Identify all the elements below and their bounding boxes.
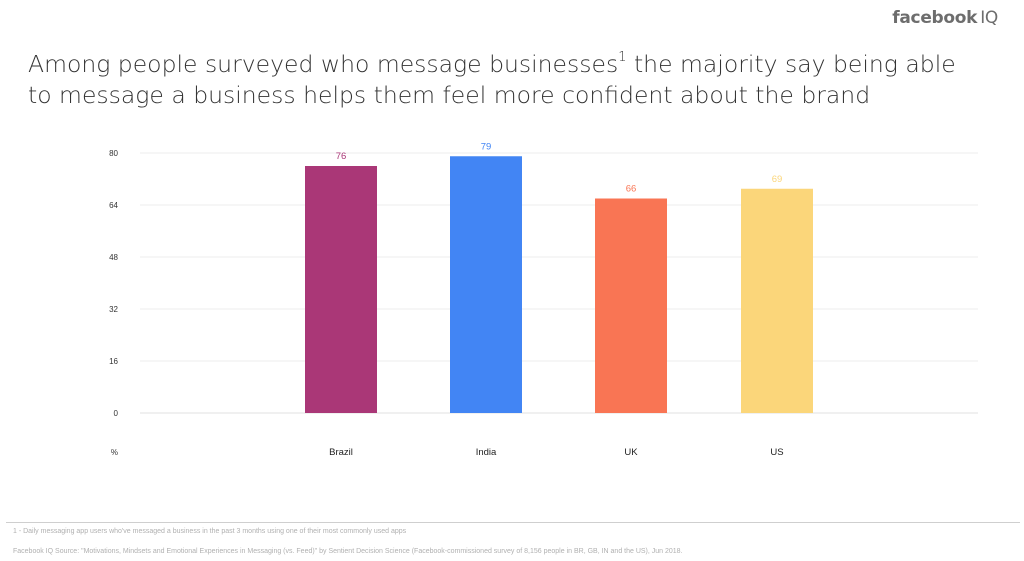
footnote-1: 1 - Daily messaging app users who've mes…: [13, 528, 407, 535]
x-tick-label: UK: [624, 447, 638, 458]
y-tick-label: 64: [109, 201, 118, 210]
y-tick-label: 0: [114, 409, 119, 418]
data-label: 69: [772, 174, 783, 185]
data-label: 76: [336, 151, 347, 162]
y-tick-label: 80: [109, 149, 118, 158]
data-label: 79: [481, 141, 492, 152]
chart-headline: Among people surveyed who message busine…: [28, 44, 968, 111]
y-tick-label: 48: [109, 253, 118, 262]
bar-us: [741, 188, 813, 413]
bar-uk: [595, 198, 667, 413]
bar-chart: 0 16 32 48 64 80 76 Brazil 79 India 66 UK 69 US%: [109, 141, 978, 458]
footnote-divider: [6, 522, 1020, 523]
logo-suffix: IQ: [980, 8, 998, 28]
x-tick-label: Brazil: [329, 447, 353, 458]
y-tick-label: 32: [109, 305, 118, 314]
bar-india: [450, 156, 522, 413]
x-tick-label: India: [476, 447, 497, 458]
logo-text: facebook: [892, 8, 978, 28]
y-tick-label: 16: [109, 357, 118, 366]
data-label: 66: [626, 184, 637, 195]
y-unit-label: %: [111, 448, 118, 457]
source-note: Facebook IQ Source: "Motivations, Mindse…: [13, 548, 683, 555]
bar-brazil: [305, 166, 377, 413]
headline-part2: the majority say being able to message a…: [28, 49, 956, 109]
headline-part1: Among people surveyed who message busine…: [28, 49, 619, 78]
headline-footnote-marker: 1: [618, 50, 627, 65]
x-tick-label: US: [770, 447, 783, 458]
facebook-iq-logo: facebook IQ: [892, 8, 998, 28]
